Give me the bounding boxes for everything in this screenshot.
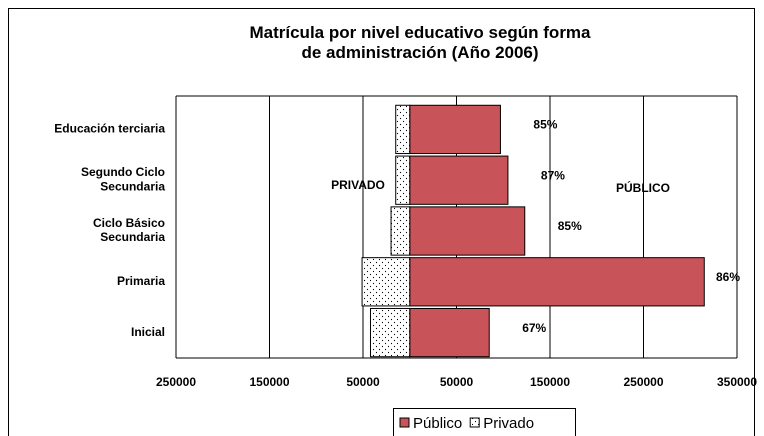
share-label: 85% [533, 118, 557, 132]
legend-label: Público [413, 415, 462, 432]
bar [395, 104, 411, 155]
share-label: 86% [716, 270, 740, 284]
x-tick-label: 350000 [717, 375, 757, 389]
bar [390, 206, 411, 256]
legend-swatch [469, 417, 480, 428]
bar [409, 155, 509, 205]
share-label: 87% [541, 168, 565, 182]
x-tick-label: 250000 [623, 375, 663, 389]
bar [409, 206, 526, 256]
annotation: PRIVADO [331, 178, 385, 192]
bar [409, 104, 501, 155]
bar [361, 257, 411, 307]
y-tick-label: Inicial [131, 325, 165, 339]
legend-box [393, 408, 576, 436]
share-label: 67% [522, 321, 546, 335]
chart-title: Matrícula por nivel educativo según form… [249, 23, 591, 62]
bar [369, 307, 411, 358]
bar [409, 257, 705, 307]
legend-label: Privado [483, 415, 534, 432]
y-tick-label: Ciclo Básico Secundaria [93, 216, 165, 244]
bar [409, 307, 490, 358]
y-tick-label: Primaria [117, 274, 165, 288]
x-tick-label: 250000 [156, 375, 196, 389]
x-tick-label: 150000 [530, 375, 570, 389]
bar [395, 155, 411, 205]
y-tick-label: Segundo Ciclo Secundaria [81, 165, 165, 193]
legend-swatch [399, 417, 410, 428]
x-tick-label: 50000 [346, 375, 380, 389]
y-tick-label: Educación terciaria [54, 122, 165, 136]
x-tick-label: 50000 [440, 375, 474, 389]
x-tick-label: 150000 [249, 375, 289, 389]
share-label: 85% [558, 219, 582, 233]
annotation: PÚBLICO [616, 180, 670, 195]
